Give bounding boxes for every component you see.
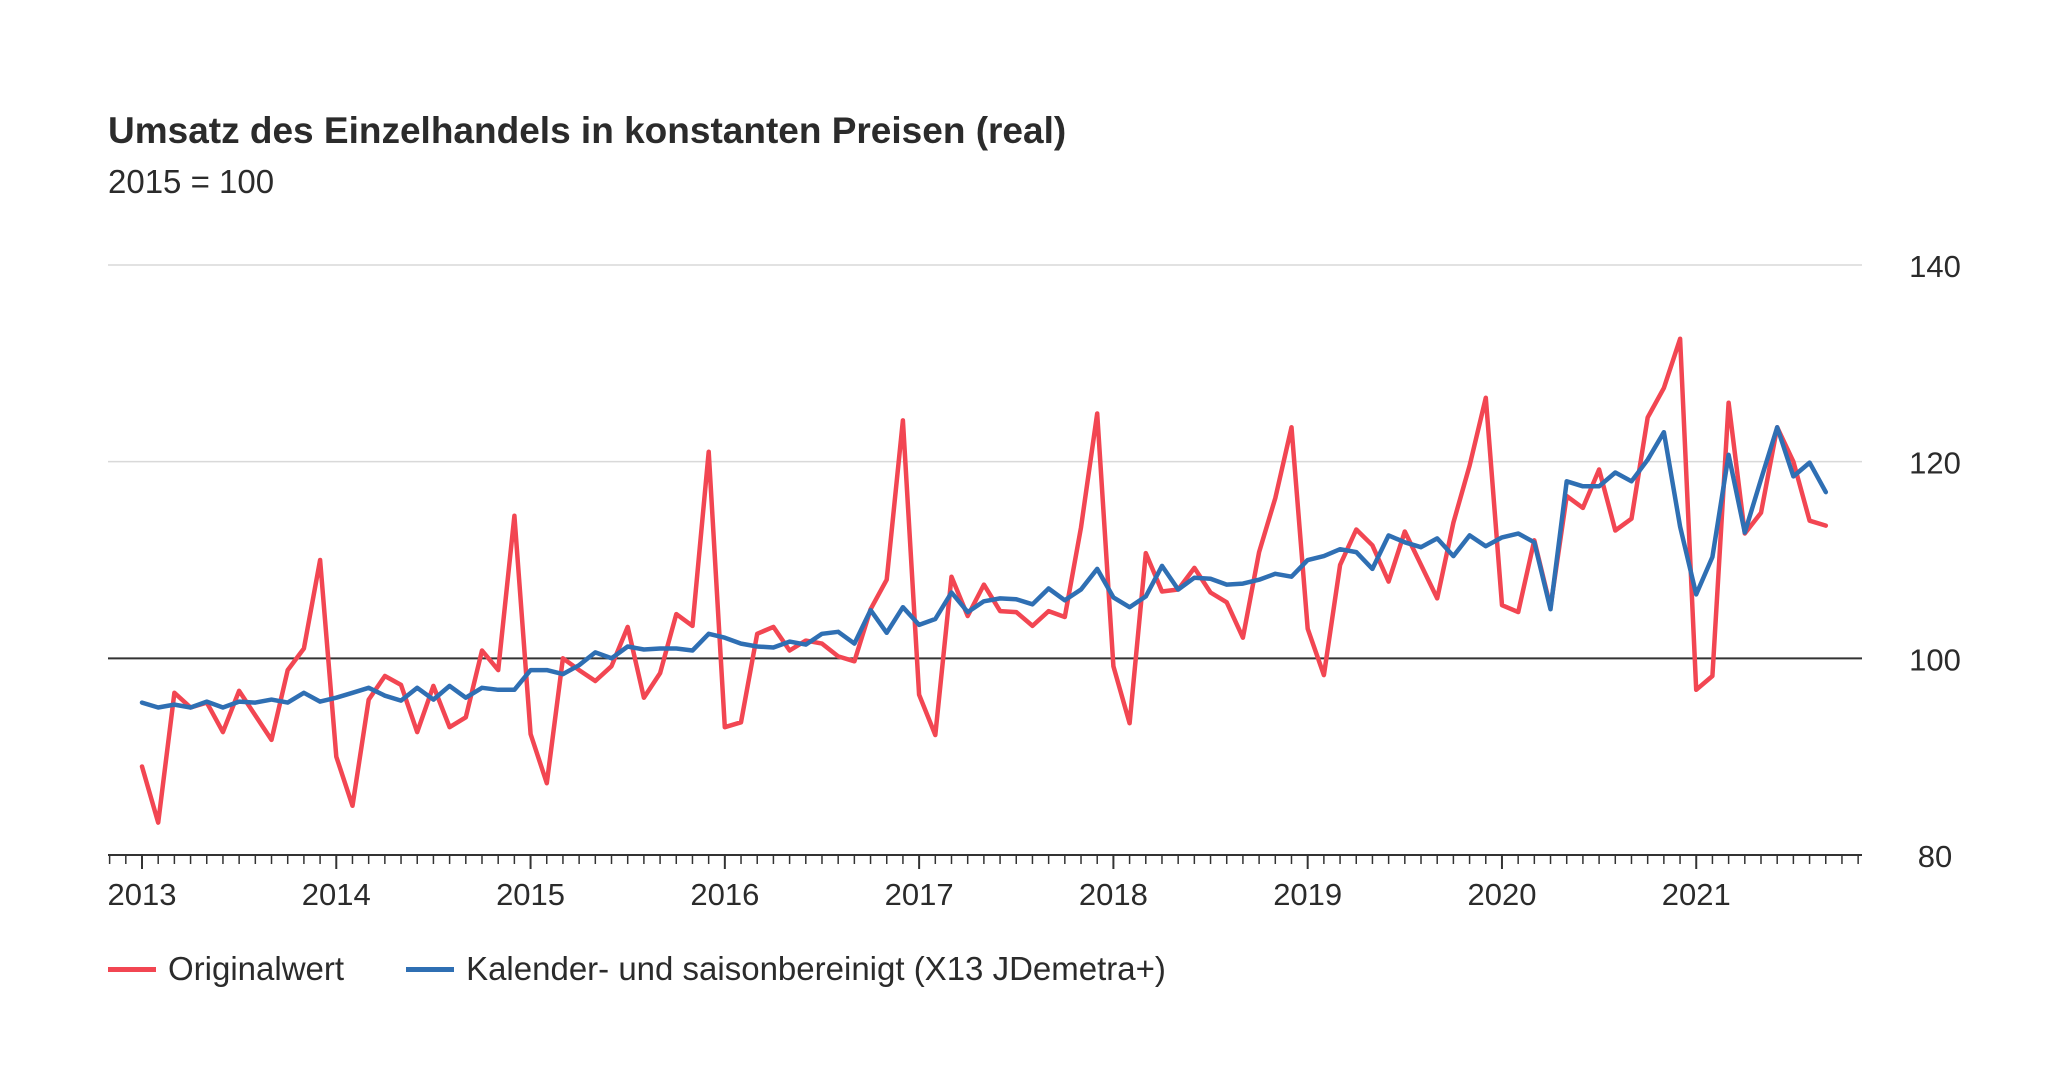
y-tick-label: 120 [1909, 446, 1961, 481]
legend-label-adjusted: Kalender- und saisonbereinigt (X13 JDeme… [466, 950, 1166, 987]
x-tick-label: 2014 [302, 877, 371, 912]
legend: Originalwert Kalender- und saisonbereini… [108, 950, 1228, 988]
y-tick-label: 100 [1909, 642, 1961, 677]
legend-item-adjusted: Kalender- und saisonbereinigt (X13 JDeme… [406, 950, 1166, 988]
legend-item-original: Originalwert [108, 950, 344, 988]
y-tick-label: 140 [1909, 249, 1961, 284]
chart-subtitle: 2015 = 100 [108, 163, 275, 200]
x-tick-label: 2016 [690, 877, 759, 912]
legend-swatch-original [108, 966, 156, 972]
x-tick-label: 2018 [1079, 877, 1148, 912]
x-axis: 2013 2014 2015 2016 2017 2018 2019 2020 2021 [108, 854, 1862, 912]
x-tick-label: 2015 [496, 877, 565, 912]
x-tick-label: 2021 [1662, 877, 1731, 912]
chart-title: Umsatz des Einzelhandels in konstanten P… [108, 110, 1067, 151]
x-tick-label: 2017 [885, 877, 954, 912]
x-tick-label: 2013 [108, 877, 177, 912]
series-lines [139, 336, 1829, 825]
line-chart: 80 100 120 140 2013 2014 2015 2016 2017 2018 2019… [108, 249, 1961, 912]
legend-swatch-adjusted [406, 966, 455, 972]
series-line-saisonbereinigt [139, 425, 1829, 710]
x-tick-label: 2019 [1273, 877, 1342, 912]
y-axis-tick-labels: 80 100 120 140 [1909, 249, 1961, 874]
x-tick-label: 2020 [1467, 877, 1536, 912]
y-tick-label: 80 [1918, 839, 1952, 874]
series-line-originalwert [139, 336, 1829, 825]
grid-lines [108, 264, 1862, 660]
legend-label-original: Originalwert [168, 950, 345, 987]
